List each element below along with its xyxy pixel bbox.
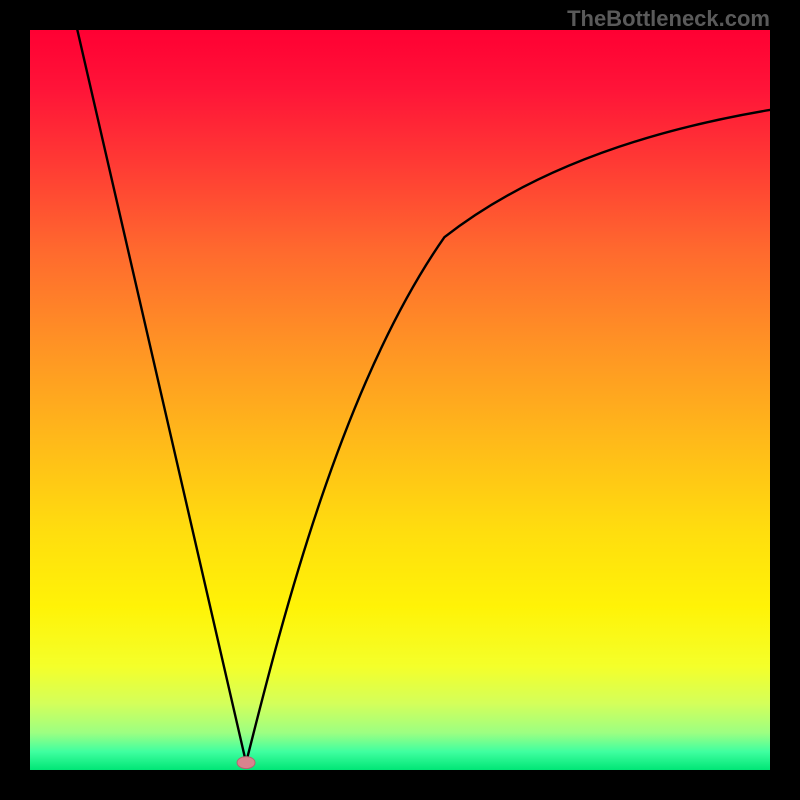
chart-frame: TheBottleneck.com [0,0,800,800]
curve-minimum-marker [237,757,255,769]
plot-area [30,30,770,770]
watermark-text: TheBottleneck.com [567,6,770,32]
bottleneck-curve-chart [30,30,770,770]
plot-background [30,30,770,770]
